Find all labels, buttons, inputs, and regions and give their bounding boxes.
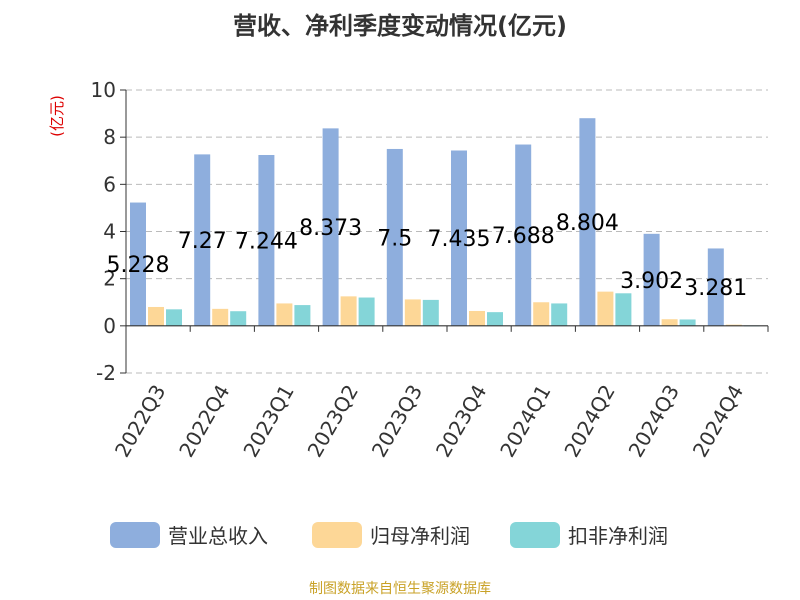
grid-lines: [126, 89, 768, 374]
legend-label-revenue: 营业总收入: [168, 524, 268, 548]
bar-2024Q2-2: [597, 291, 614, 326]
x-tick-label: 2022Q3: [110, 381, 170, 462]
x-tick-label: 2024Q3: [624, 381, 684, 462]
bar-2023Q4-3: [487, 312, 503, 326]
bar-2022Q4-3: [230, 311, 247, 326]
bar-2022Q4-2: [212, 308, 229, 326]
x-tick-label: 2023Q3: [367, 381, 427, 462]
bar-2024Q1-1: [515, 144, 532, 326]
bar-2024Q4-1: [707, 248, 724, 326]
data-label-2024Q1: 7.688: [492, 224, 555, 249]
bar-2023Q1-2: [276, 303, 293, 326]
bar-2024Q2-1: [579, 118, 596, 326]
bar-2024Q1-3: [551, 303, 568, 326]
data-label-2024Q2: 8.804: [556, 211, 619, 236]
bar-2022Q4-1: [194, 154, 211, 326]
data-label-2024Q3: 3.902: [620, 269, 683, 294]
data-label-2022Q4: 7.27: [178, 229, 227, 254]
y-tick-label: 10: [91, 78, 116, 102]
data-label-2022Q3: 5.228: [107, 253, 170, 278]
bar-2023Q3-3: [422, 299, 439, 326]
bar-2024Q1-2: [533, 302, 550, 326]
data-label-2023Q2: 8.373: [299, 216, 362, 241]
bar-2023Q1-3: [294, 305, 311, 326]
bar-2023Q2-3: [358, 297, 375, 326]
y-axis-label: (亿元): [48, 95, 66, 137]
y-tick-label: -2: [96, 361, 116, 385]
bar-2023Q3-1: [386, 148, 403, 326]
bars: [130, 118, 760, 327]
legend-label-net-profit: 归母净利润: [370, 524, 470, 548]
bar-2024Q3-1: [643, 233, 660, 326]
x-tick-label: 2024Q4: [688, 381, 748, 462]
bar-2023Q4-1: [451, 150, 467, 326]
bar-2022Q3-2: [148, 306, 164, 326]
y-tick-label: 0: [103, 314, 116, 338]
bar-2024Q3-3: [679, 319, 696, 326]
bar-2024Q2-3: [615, 293, 632, 326]
legend-swatch-net-profit: [312, 521, 362, 548]
data-label-2024Q4: 3.281: [684, 276, 747, 301]
chart-title: 营收、净利季度变动情况(亿元): [233, 12, 567, 40]
source-note: 制图数据来自恒生聚源数据库: [309, 581, 491, 597]
legend-swatch-deducted-profit: [510, 521, 560, 548]
legend-item-revenue[interactable]: 营业总收入: [110, 520, 268, 549]
x-tick-label: 2023Q4: [431, 380, 491, 461]
x-tick-label: 2023Q2: [303, 381, 363, 462]
bar-2023Q3-2: [404, 299, 421, 326]
bar-2023Q1-1: [258, 154, 275, 326]
y-tick-label: 2: [103, 267, 116, 291]
bar-2023Q2-1: [322, 128, 339, 326]
x-tick-label: 2022Q4: [174, 381, 234, 462]
x-tick-label: 2024Q2: [559, 381, 619, 462]
bar-2023Q2-2: [340, 296, 357, 326]
x-tick-label: 2024Q1: [495, 381, 555, 462]
x-tick-label: 2023Q1: [238, 381, 298, 462]
legend-label-deducted-profit: 扣非净利润: [568, 524, 668, 548]
data-label-2023Q3: 7.5: [377, 226, 412, 251]
bar-2023Q4-2: [469, 310, 485, 326]
data-label-2023Q1: 7.244: [235, 229, 298, 254]
y-tick-label: 4: [103, 220, 116, 244]
bar-2022Q3-1: [130, 202, 146, 326]
legend-swatch-revenue: [110, 521, 160, 548]
legend-item-deducted-profit[interactable]: 扣非净利润: [510, 520, 668, 549]
data-label-2023Q4: 7.435: [428, 227, 491, 252]
y-tick-label: 6: [103, 172, 116, 196]
bar-2022Q3-3: [166, 309, 182, 326]
bar-2024Q3-2: [661, 319, 678, 326]
y-tick-label: 8: [103, 125, 116, 149]
legend-item-net-profit[interactable]: 归母净利润: [312, 520, 470, 549]
